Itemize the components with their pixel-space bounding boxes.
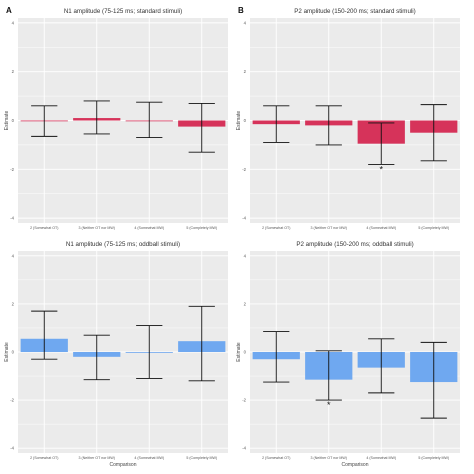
x-tick-label: 2 (Somewhat OT) <box>262 226 290 230</box>
y-tick-label: 0 <box>12 350 15 355</box>
x-tick-label: 5 (Completely MW) <box>186 456 217 460</box>
panel-title: P2 amplitude (150-200 ms; standard stimu… <box>294 8 415 15</box>
y-tick-label: 0 <box>244 118 247 123</box>
y-tick-label: -2 <box>10 167 14 172</box>
x-tick-label: 4 (Somewhat MW) <box>134 226 164 230</box>
y-tick-label: -4 <box>10 446 14 451</box>
panel-2: P2 amplitude (150-200 ms; standard stimu… <box>236 6 460 230</box>
x-tick-label: 3 (Neither OT nor MW) <box>311 226 347 230</box>
x-tick-label: 3 (Neither OT nor MW) <box>79 456 115 460</box>
y-tick-label: -4 <box>10 216 14 221</box>
y-tick-label: 4 <box>244 20 247 25</box>
y-tick-label: -4 <box>242 216 246 221</box>
x-axis-label: Comparison <box>110 462 137 468</box>
x-tick-label: 5 (Completely MW) <box>186 226 217 230</box>
y-axis-label: Estimate <box>236 111 242 131</box>
y-tick-label: -4 <box>242 446 246 451</box>
y-tick-label: -2 <box>242 398 246 403</box>
x-tick-label: 3 (Neither OT nor MW) <box>311 456 347 460</box>
x-tick-label: 5 (Completely MW) <box>418 456 449 460</box>
panel-letter: A <box>6 6 12 15</box>
y-tick-label: 2 <box>244 69 247 74</box>
significance-marker: * <box>327 400 331 410</box>
y-axis-label: Estimate <box>4 342 10 362</box>
panel-title: N1 amplitude (75-125 ms; oddball stimuli… <box>66 241 180 248</box>
y-tick-label: 2 <box>244 301 247 306</box>
y-tick-label: 0 <box>12 118 15 123</box>
y-axis-label: Estimate <box>236 342 242 362</box>
panel-title: N1 amplitude (75-125 ms; standard stimul… <box>64 8 182 15</box>
x-tick-label: 2 (Somewhat OT) <box>30 226 58 230</box>
panel-1: N1 amplitude (75-125 ms; standard stimul… <box>4 6 228 230</box>
x-tick-label: 3 (Neither OT nor MW) <box>79 226 115 230</box>
panel-letter: B <box>238 6 244 15</box>
y-tick-label: 4 <box>244 253 247 258</box>
x-tick-label: 2 (Somewhat OT) <box>262 456 290 460</box>
y-tick-label: -2 <box>242 167 246 172</box>
y-tick-label: 2 <box>12 69 15 74</box>
significance-marker: * <box>379 164 383 174</box>
x-tick-label: 5 (Completely MW) <box>418 226 449 230</box>
x-tick-label: 4 (Somewhat MW) <box>366 226 396 230</box>
y-tick-label: 0 <box>244 350 247 355</box>
x-axis-label: Comparison <box>342 462 369 468</box>
panel-3: N1 amplitude (75-125 ms; oddball stimuli… <box>4 241 228 468</box>
x-tick-label: 2 (Somewhat OT) <box>30 456 58 460</box>
y-tick-label: -2 <box>10 398 14 403</box>
x-tick-label: 4 (Somewhat MW) <box>134 456 164 460</box>
x-tick-label: 4 (Somewhat MW) <box>366 456 396 460</box>
y-tick-label: 2 <box>12 301 15 306</box>
y-tick-label: 4 <box>12 20 15 25</box>
panel-4: P2 amplitude (150-200 ms; oddball stimul… <box>236 241 460 468</box>
y-tick-label: 4 <box>12 253 15 258</box>
panel-title: P2 amplitude (150-200 ms; oddball stimul… <box>296 241 413 248</box>
y-axis-label: Estimate <box>4 111 10 131</box>
